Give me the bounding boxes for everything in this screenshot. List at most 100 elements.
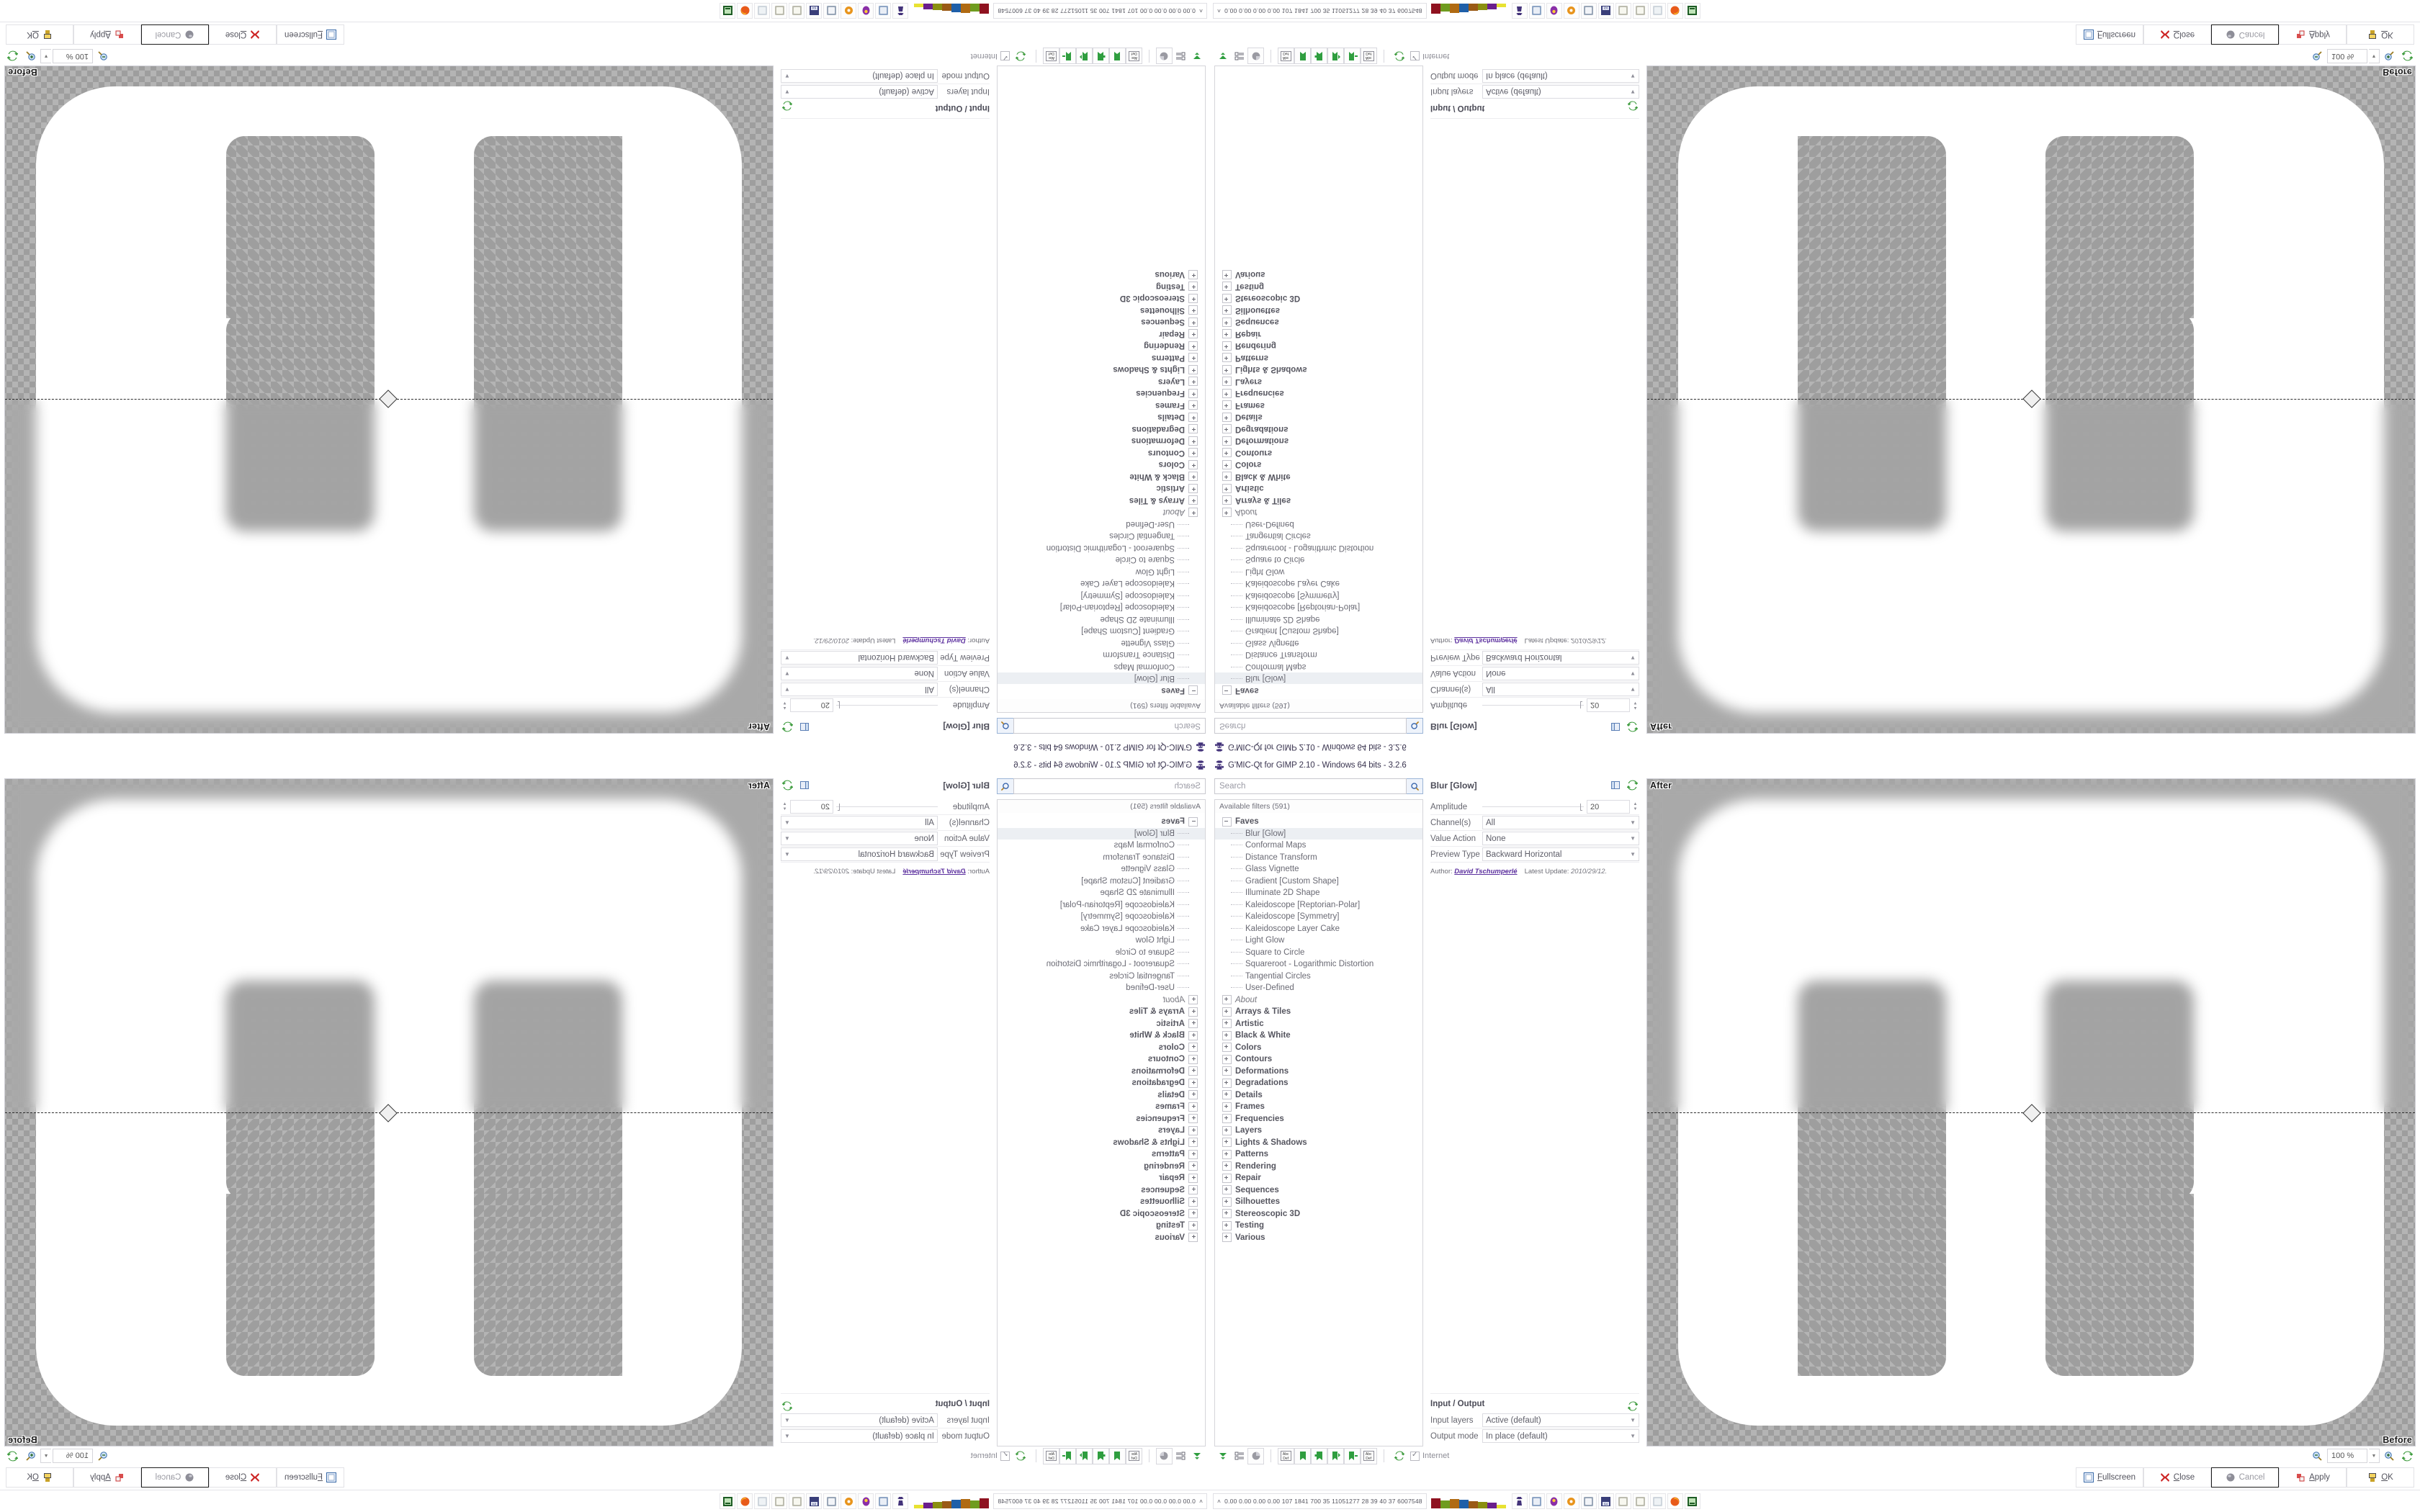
expand-toggle-icon[interactable] <box>1188 1209 1198 1219</box>
amplitude-slider[interactable] <box>1482 800 1584 814</box>
quadrant-bottom-right[interactable]: G'MIC-Qt for GIMP 2.10 - Windows 64 bits… <box>1210 756 2420 1512</box>
expand-toggle-icon[interactable] <box>1188 1043 1198 1053</box>
expand-toggle-icon[interactable] <box>1188 1161 1198 1171</box>
calc-icon[interactable] <box>875 3 892 19</box>
filter-category[interactable]: Colors <box>998 459 1205 471</box>
collapse-all-icon[interactable] <box>1189 48 1206 65</box>
filter-category[interactable]: Deformations <box>1215 435 1422 447</box>
reset-icon[interactable] <box>1626 720 1639 734</box>
expand-toggle-icon[interactable] <box>1188 1066 1198 1076</box>
filter-item[interactable]: Kaleidoscope [Symmetry] <box>998 590 1205 602</box>
filter-category[interactable]: Degradations <box>1215 1077 1422 1089</box>
filter-category[interactable]: Patterns <box>1215 352 1422 364</box>
filter-item[interactable]: Square to Circle <box>1215 947 1422 959</box>
gmic-qt-window[interactable]: G'MIC-Qt for GIMP 2.10 - Windows 64 bits… <box>0 756 1210 1512</box>
expand-toggle-icon[interactable] <box>1222 364 1232 374</box>
expand-toggle-icon[interactable] <box>1188 400 1198 410</box>
filter-item[interactable]: Distance Transform <box>998 649 1205 661</box>
zoom-out-icon[interactable] <box>2309 1448 2326 1464</box>
terminal-icon[interactable] <box>720 3 736 19</box>
filter-category[interactable]: Artistic <box>1215 1018 1422 1030</box>
filter-tree[interactable]: Faves Blur [Glow] Conformal Maps Distance … <box>997 66 1206 699</box>
ok-button[interactable]: OK <box>6 1467 73 1488</box>
expand-toggle-icon[interactable] <box>1222 353 1232 363</box>
filter-category[interactable]: Black & White <box>998 471 1205 483</box>
expand-toggle-icon[interactable] <box>1188 1149 1198 1159</box>
tool-icon[interactable] <box>841 1493 857 1509</box>
bookmark-del-icon[interactable] <box>1059 48 1076 65</box>
filter-category[interactable]: Layers <box>1215 376 1422 388</box>
expand-toggle-icon[interactable] <box>1188 1173 1198 1183</box>
expand-toggle-icon[interactable] <box>1222 269 1232 279</box>
filter-category[interactable]: Sequences <box>998 316 1205 328</box>
zoom-value[interactable]: 100 % <box>2327 1449 2367 1463</box>
expand-toggle-icon[interactable] <box>1188 995 1198 1005</box>
gmic-icon[interactable] <box>892 3 909 19</box>
bookmark-del-icon[interactable] <box>1344 48 1361 65</box>
filter-item[interactable]: Kaleidoscope [Reptorian-Polar] <box>998 601 1205 613</box>
filter-item[interactable]: Glass Vignette <box>998 863 1205 876</box>
expand-toggle-icon[interactable] <box>1188 1078 1198 1088</box>
amplitude-value[interactable]: 20 <box>790 800 833 814</box>
preview-canvas[interactable]: After Before <box>1646 66 2416 734</box>
input-layers-select[interactable]: Active (default) ▼ <box>781 85 938 99</box>
filter-item[interactable]: Kaleidoscope Layer Cake <box>998 923 1205 935</box>
collapse-toggle-icon[interactable] <box>1188 685 1198 696</box>
expand-toggle-icon[interactable] <box>1222 1102 1232 1112</box>
expand-toggle-icon[interactable] <box>1222 495 1232 505</box>
doc-icon[interactable] <box>823 3 840 19</box>
notes-icon[interactable] <box>1615 1493 1631 1509</box>
filter-category[interactable]: Frequencies <box>1215 1113 1422 1125</box>
expand-toggle-icon[interactable] <box>1222 1209 1232 1219</box>
expand-toggle-icon[interactable] <box>1188 495 1198 505</box>
expand-toggle-icon[interactable] <box>1222 305 1232 315</box>
expand-toggle-icon[interactable] <box>1222 1054 1232 1064</box>
expand-toggle-icon[interactable] <box>1222 1007 1232 1017</box>
filter-item[interactable]: Light Glow <box>1215 935 1422 947</box>
amplitude-slider[interactable] <box>836 698 938 713</box>
gmic-icon[interactable] <box>1511 3 1528 19</box>
doc-icon[interactable] <box>1580 1493 1597 1509</box>
filter-category[interactable]: About <box>1215 506 1422 518</box>
filter-mode-icon[interactable] <box>1247 48 1264 65</box>
filter-item[interactable]: Conformal Maps <box>998 840 1205 852</box>
filter-category[interactable]: Rendering <box>1215 340 1422 352</box>
filter-category[interactable]: Contours <box>1215 1053 1422 1066</box>
expand-toggle-icon[interactable] <box>1222 1173 1232 1183</box>
expand-toggle-icon[interactable] <box>1222 995 1232 1005</box>
zoom-in-icon[interactable] <box>2381 1448 2398 1464</box>
filter-category[interactable]: Stereoscopic 3D <box>1215 1208 1422 1220</box>
terminal-icon[interactable] <box>720 1493 736 1509</box>
expand-toggle-icon[interactable] <box>1222 293 1232 303</box>
floppy64-icon[interactable]: 64 <box>806 3 823 19</box>
expand-toggle-icon[interactable] <box>1188 1114 1198 1124</box>
zoom-out-icon[interactable] <box>2309 48 2326 65</box>
expand-toggle-icon[interactable] <box>1222 1125 1232 1135</box>
terminal-icon[interactable] <box>1684 3 1700 19</box>
expand-toggle-icon[interactable] <box>1222 1220 1232 1230</box>
output-mode-select[interactable]: In place (default) ▼ <box>781 69 938 83</box>
filter-item[interactable]: Tangential Circles <box>998 530 1205 542</box>
bookmark-add-icon[interactable] <box>1109 1447 1126 1464</box>
expand-toggle-icon[interactable] <box>1222 1161 1232 1171</box>
expand-toggle-icon[interactable] <box>1188 424 1198 434</box>
zoom-out-icon[interactable] <box>94 48 111 65</box>
filter-category[interactable]: Rendering <box>1215 1161 1422 1173</box>
filter-category[interactable]: Deformations <box>1215 1066 1422 1078</box>
reset-icon[interactable] <box>781 778 794 792</box>
filter-category[interactable]: Silhouettes <box>1215 305 1422 317</box>
filter-category[interactable]: Frames <box>998 400 1205 412</box>
notes-icon[interactable] <box>789 3 805 19</box>
maximize-icon[interactable] <box>1609 778 1623 792</box>
expand-toggle-icon[interactable] <box>1188 269 1198 279</box>
filter-item[interactable]: Illuminate 2D Shape <box>1215 613 1422 626</box>
filter-category[interactable]: Stereoscopic 3D <box>998 292 1205 305</box>
filter-category[interactable]: Deformations <box>998 1066 1205 1078</box>
filter-item[interactable]: Gradient [Custom Shape] <box>1215 625 1422 637</box>
search-input[interactable]: Search <box>1214 778 1407 794</box>
filter-item[interactable]: Kaleidoscope [Symmetry] <box>1215 911 1422 923</box>
filter-item[interactable]: Kaleidoscope [Reptorian-Polar] <box>1215 899 1422 912</box>
expand-toggle-icon[interactable] <box>1188 1030 1198 1040</box>
output-mode-select[interactable]: In place (default) ▼ <box>1482 1429 1639 1443</box>
floppy64-icon[interactable]: 64 <box>1597 1493 1614 1509</box>
